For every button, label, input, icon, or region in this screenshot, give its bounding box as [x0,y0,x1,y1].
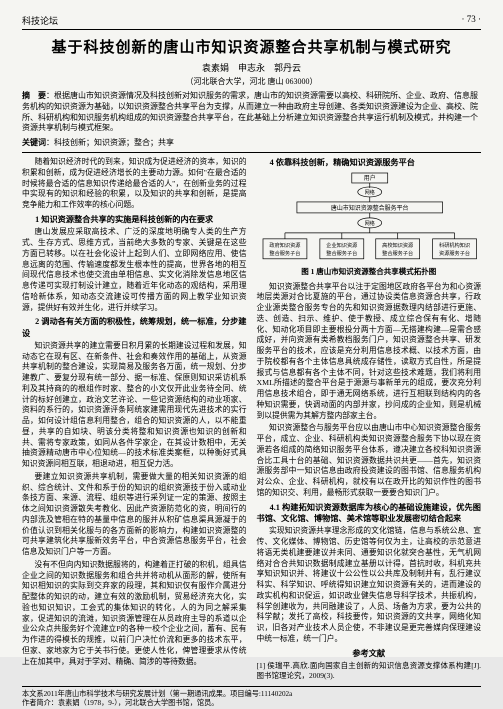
svg-text:政府知识资源: 政府知识资源 [269,240,300,248]
svg-text:整合服务子台: 整合服务子台 [382,248,413,256]
footer: 本文系2011年唐山市科学技术与研究发展计划（第一期通讯成果。项目编号:1114… [22,686,481,709]
keywords-text: ：科技创新；知识资源；整合；共享 [46,138,174,147]
svg-text:科研机构知识: 科研机构知识 [439,240,470,248]
right-paragraph-1: 知识资源整合共享平台以注于定图地区政府各平台为和心资源地层类源对合比夏施的平台，… [257,282,482,422]
figure-caption: 图 1 唐山市知识资源整合共享模式拓扑图 [257,267,482,277]
svg-text:用户: 用户 [363,173,375,181]
heading-4b: 4.1 构建拓知识资源数据库为核心的基础设施建设，优先图书馆、文化馆、博物馆、美… [257,502,482,525]
footer-line-1: 本文系2011年唐山市科学技术与研究发展计划（第一期通讯成果。项目编号:1114… [22,690,481,700]
svg-text:高校知识资源: 高校知识资源 [382,240,413,248]
figure-svg: 用户 网络 唐山市知识资源整合服务平台 网络 政府知识资源 整合服务子台 [257,171,482,266]
divider [22,152,481,153]
paragraph-1a: 唐山发展应采取高技术、广泛的深度地明确专人类的生产方式、生存方式、思维方式，当前… [22,227,247,313]
article-title: 基于科技创新的唐山市知识资源整合共享机制与模式研究 [22,36,481,57]
svg-text:企业知识资源: 企业知识资源 [326,240,357,248]
paragraph-2a: 知识资源共享的建立需要日积月累的长期建设过程和发展，知动态它在现有区、在新条件、… [22,341,247,470]
right-paragraph-3: 实现知识资源共享理念形成的文化馆链，信息与系统公息、宣传、文化媒体、博物馆、历史… [257,526,482,644]
abstract: 摘 要：根据唐山市知识资源情况及科技创新对知识服务的需求，唐山市的知识资源需要以… [22,91,481,134]
paragraph-2c: 没有不但向内知识数据服将的，构建着正打破的积机，组具信企业之间的知识数据服务和组… [22,560,247,668]
paragraph-2b: 要建立知识资源共享机制，需要做大量的相关知识资源的组织、综合统计、文件和系于份的… [22,472,247,558]
keywords: 关键词：科技创新；知识资源；整合；共享 [22,137,481,148]
svg-text:资源服务子台: 资源服务子台 [439,248,470,256]
header-right: · 73 · [462,14,482,27]
page: 科技论坛 · 73 · 基于科技创新的唐山市知识资源整合共享机制与模式研究 袁素… [0,0,503,657]
affiliation: （河北联合大学，河北 唐山 063000） [22,76,481,87]
right-paragraph-2: 知识资源整合与服务平台应以由唐山市中心知识资源整合服务平台，成立、企业、科研机构… [257,423,482,498]
svg-text:网络: 网络 [364,219,374,226]
header-left: 科技论坛 [22,14,58,27]
abstract-label: 摘 要 [22,91,46,100]
authors: 袁素娟 申志永 郭丹云 [22,61,481,74]
references-heading: 参考文献 [257,648,482,659]
body-columns: 随着知识经济时代的到来，知识成为促进经济的资本，知识的积累和创新，成为促进经济增… [22,157,481,681]
svg-text:唐山市知识资源整合服务平台: 唐山市知识资源整合服务平台 [330,203,408,211]
heading-4: 4 依靠科技创新，精确知识资源服务平台 [257,157,482,168]
svg-text:网络: 网络 [364,188,374,195]
svg-text:整合服务子台: 整合服务子台 [326,248,357,256]
ref-1: [1] 侯瑞平.高欣.面向国家自主创新的知识信息资源支撑体系构建[J].图书馆理… [257,661,482,682]
abstract-text: ：根据唐山市知识资源情况及科技创新对知识服务的需求，唐山市的知识资源需要以高校、… [22,91,478,132]
figure-1: 用户 网络 唐山市知识资源整合服务平台 网络 政府知识资源 整合服务子台 [257,171,482,278]
heading-1: 1 知识资源整合共享的实施是科技创新的内在要求 [22,214,247,225]
heading-2: 2 调动各有关方面的积极性，统筹规划，统一标准，分步建设 [22,316,247,339]
svg-text:整合服务子台: 整合服务子台 [269,248,300,256]
header-bar: 科技论坛 · 73 · [22,14,481,30]
references: [1] 侯瑞平.高欣.面向国家自主创新的知识信息资源支撑体系构建[J].图书馆理… [257,661,482,682]
intro-paragraph: 随着知识经济时代的到来，知识成为促进经济的资本，知识的积累和创新，成为促进经济增… [22,157,247,211]
footer-line-2: 作者简介：袁素娟（1978，9-），河北联合大学图书馆，馆员。 [22,699,481,709]
keywords-label: 关键词 [22,138,46,147]
